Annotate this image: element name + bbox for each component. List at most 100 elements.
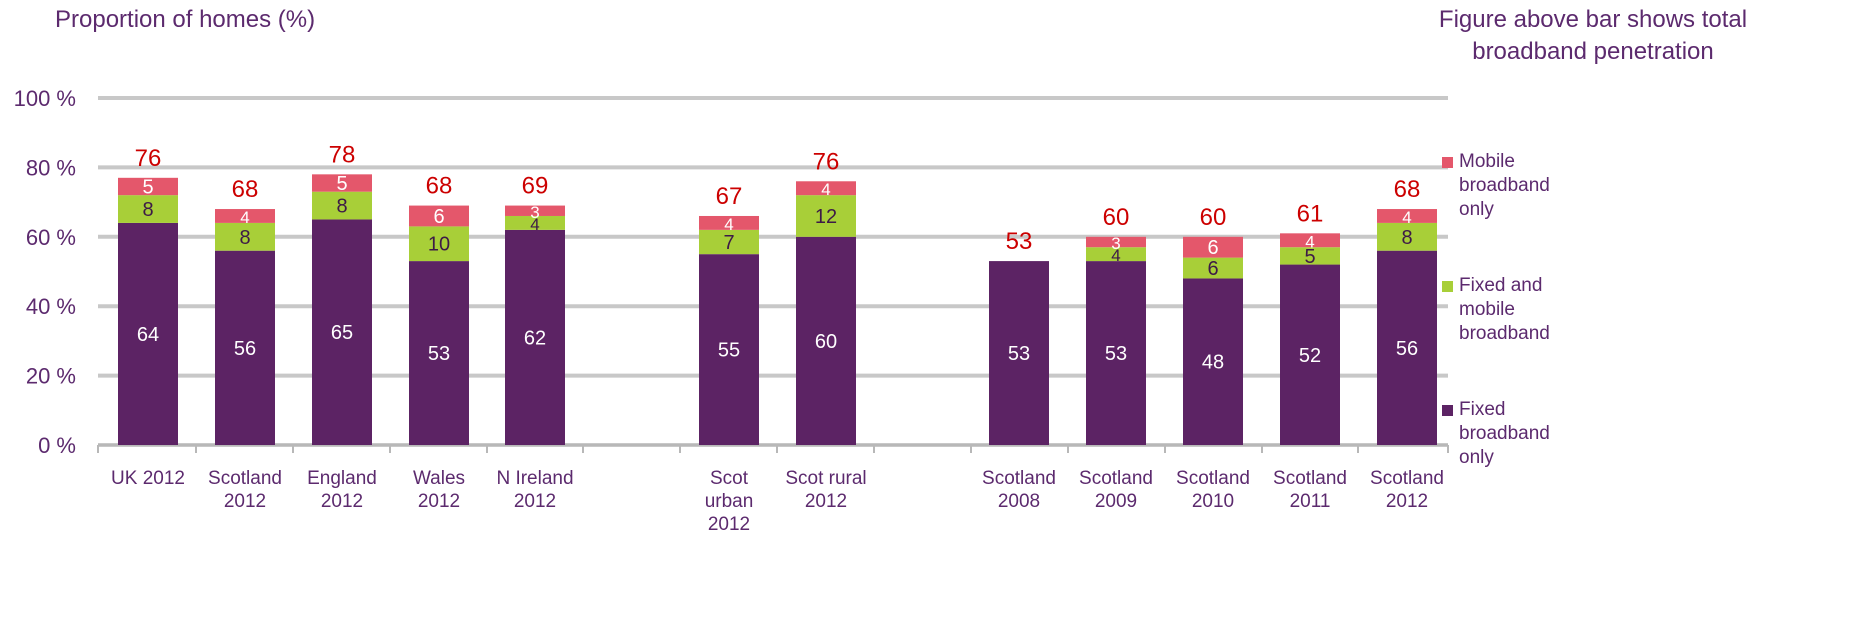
y-tick-label: 60 % bbox=[26, 225, 76, 250]
bar-segment bbox=[312, 174, 372, 192]
bar-segment bbox=[1377, 209, 1437, 223]
x-tick-label: Wales 2012 bbox=[413, 468, 465, 512]
bar-segment bbox=[699, 229, 759, 255]
segment-value-label: 53 bbox=[1105, 343, 1127, 365]
bar-segment bbox=[118, 177, 178, 196]
bar-segment bbox=[1086, 247, 1146, 262]
y-tick-label: 100 % bbox=[14, 86, 76, 111]
segment-value-label: 53 bbox=[1008, 343, 1030, 365]
bar-segment bbox=[312, 191, 372, 220]
segment-value-label: 10 bbox=[428, 234, 450, 256]
bar-segment bbox=[796, 181, 856, 196]
segment-value-label: 12 bbox=[815, 206, 837, 228]
segment-value-label: 6 bbox=[1207, 237, 1218, 259]
segment-value-label: 6 bbox=[433, 206, 444, 228]
segment-value-label: 5 bbox=[336, 173, 347, 195]
segment-value-label: 4 bbox=[240, 208, 249, 227]
bar-segment bbox=[505, 215, 565, 230]
segment-value-label: 48 bbox=[1202, 352, 1224, 374]
bar-segment bbox=[215, 222, 275, 251]
x-tick-label: Scotland 2009 bbox=[1079, 468, 1153, 512]
bar-segment bbox=[312, 219, 372, 445]
segment-value-label: 56 bbox=[234, 338, 256, 360]
segment-value-label: 4 bbox=[1111, 246, 1120, 265]
legend-label: Fixed and mobile broadband bbox=[1459, 275, 1550, 344]
total-value-label: 60 bbox=[1103, 204, 1130, 231]
legend-swatch bbox=[1442, 405, 1453, 416]
bar-segment bbox=[796, 195, 856, 237]
total-value-label: 60 bbox=[1200, 204, 1227, 231]
total-value-label: 53 bbox=[1006, 228, 1033, 255]
bar-segment bbox=[215, 250, 275, 445]
bar-segment bbox=[118, 195, 178, 223]
y-axis-title: Proportion of homes (%) bbox=[55, 6, 316, 33]
segment-value-label: 4 bbox=[1402, 208, 1411, 227]
legend-swatch bbox=[1442, 281, 1453, 292]
total-value-label: 68 bbox=[232, 176, 259, 203]
x-tick-label: Scot urban 2012 bbox=[705, 468, 754, 535]
total-value-label: 69 bbox=[522, 173, 549, 200]
segment-value-label: 3 bbox=[530, 203, 539, 222]
segment-value-label: 4 bbox=[724, 215, 733, 234]
bar-segment bbox=[989, 261, 1049, 445]
total-value-label: 68 bbox=[1394, 176, 1421, 203]
legend-swatch bbox=[1442, 157, 1453, 168]
bar-segment bbox=[1280, 233, 1340, 248]
segment-value-label: 5 bbox=[142, 176, 153, 198]
bar-segment bbox=[1183, 236, 1243, 258]
bar-segment bbox=[1377, 222, 1437, 251]
bar-segment bbox=[1183, 278, 1243, 445]
y-tick-label: 40 % bbox=[26, 294, 76, 319]
legend-label: Fixed broadband only bbox=[1459, 399, 1550, 468]
segment-value-label: 65 bbox=[331, 322, 353, 344]
x-tick-label: Scotland 2011 bbox=[1273, 468, 1347, 512]
total-value-label: 68 bbox=[426, 173, 453, 200]
bar-segment bbox=[505, 229, 565, 445]
segment-value-label: 7 bbox=[723, 232, 734, 254]
segment-value-label: 62 bbox=[524, 327, 546, 349]
segment-value-label: 8 bbox=[142, 199, 153, 221]
segment-value-label: 3 bbox=[1111, 234, 1120, 253]
segment-value-label: 6 bbox=[1207, 258, 1218, 280]
bar-segment bbox=[796, 236, 856, 445]
bar-segment bbox=[409, 226, 469, 262]
total-value-label: 78 bbox=[329, 141, 356, 168]
bar-segment bbox=[409, 261, 469, 445]
y-tick-label: 0 % bbox=[38, 433, 76, 458]
x-tick-label: Scotland 2008 bbox=[982, 468, 1056, 512]
total-value-label: 61 bbox=[1297, 200, 1324, 227]
segment-value-label: 4 bbox=[1305, 232, 1314, 251]
segment-value-label: 8 bbox=[336, 196, 347, 218]
segment-value-label: 56 bbox=[1396, 338, 1418, 360]
bar-segment bbox=[505, 205, 565, 216]
bar-segment bbox=[699, 215, 759, 230]
segment-value-label: 8 bbox=[1401, 227, 1412, 249]
bar-segment bbox=[118, 222, 178, 445]
total-value-label: 67 bbox=[716, 183, 743, 210]
y-tick-label: 20 % bbox=[26, 364, 76, 389]
y-tick-label: 80 % bbox=[26, 155, 76, 180]
bar-segment bbox=[1280, 264, 1340, 445]
x-tick-label: UK 2012 bbox=[111, 468, 185, 489]
total-value-label: 76 bbox=[813, 148, 840, 175]
x-tick-label: England 2012 bbox=[307, 468, 377, 512]
bar-segment bbox=[1280, 247, 1340, 265]
bar-segment bbox=[409, 205, 469, 227]
bar-segment bbox=[1377, 250, 1437, 445]
x-tick-label: Scotland 2012 bbox=[1370, 468, 1444, 512]
x-tick-label: Scotland 2012 bbox=[208, 468, 282, 512]
bar-segment bbox=[699, 254, 759, 445]
segment-value-label: 64 bbox=[137, 324, 159, 346]
total-value-label: 76 bbox=[135, 145, 162, 172]
segment-value-label: 4 bbox=[530, 215, 539, 234]
segment-value-label: 52 bbox=[1299, 345, 1321, 367]
segment-value-label: 5 bbox=[1304, 246, 1315, 268]
bar-segment bbox=[215, 209, 275, 223]
bar-segment bbox=[1183, 257, 1243, 279]
bar-segment bbox=[1086, 261, 1146, 445]
bar-segment bbox=[1086, 236, 1146, 248]
segment-value-label: 60 bbox=[815, 331, 837, 353]
legend-label: Mobile broadband only bbox=[1459, 151, 1550, 220]
chart-note: Figure above bar shows total broadband p… bbox=[1438, 6, 1748, 65]
segment-value-label: 53 bbox=[428, 343, 450, 365]
